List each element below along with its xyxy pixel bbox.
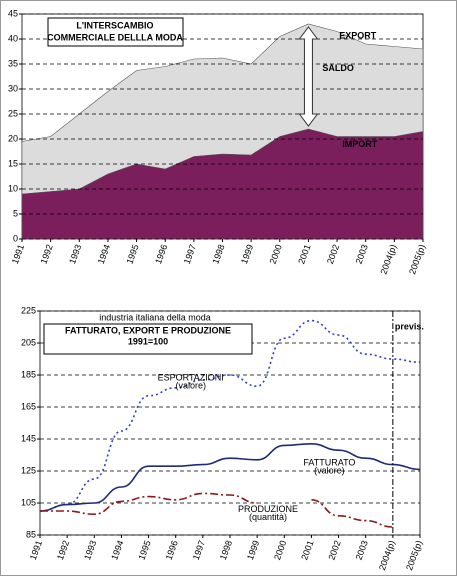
series-note: (quantità) bbox=[249, 512, 287, 522]
chart-title: industria italiana della moda bbox=[99, 312, 211, 322]
annotation: SALDO bbox=[322, 63, 354, 73]
series-label: IMPORT bbox=[342, 139, 378, 149]
y-tick-label: 125 bbox=[21, 465, 36, 475]
chart-title: L'INTERSCAMBIO bbox=[76, 20, 153, 30]
y-tick-label: 15 bbox=[8, 158, 18, 168]
series-note: (valore) bbox=[314, 465, 345, 475]
y-tick-label: 225 bbox=[21, 305, 36, 315]
line bbox=[39, 442, 421, 512]
chart-title: COMMERCIALE DELLLA MODA bbox=[47, 32, 183, 42]
y-tick-label: 10 bbox=[8, 183, 18, 193]
series-label: EXPORT bbox=[339, 30, 377, 40]
y-tick-label: 105 bbox=[21, 497, 36, 507]
y-tick-label: 25 bbox=[8, 108, 18, 118]
y-tick-label: 145 bbox=[21, 433, 36, 443]
y-tick-label: 185 bbox=[21, 369, 36, 379]
area bbox=[21, 128, 424, 240]
y-tick-label: 205 bbox=[21, 337, 36, 347]
y-tick-label: 30 bbox=[8, 83, 18, 93]
chart-title: 1991=100 bbox=[128, 336, 168, 346]
chart-title: FATTURATO, EXPORT E PRODUZIONE bbox=[65, 325, 231, 335]
saldo-arrow bbox=[298, 26, 319, 127]
series-label: ESPORTAZIONI bbox=[158, 373, 224, 383]
title-box bbox=[47, 17, 184, 47]
y-tick-label: 20 bbox=[8, 133, 18, 143]
y-tick-label: 45 bbox=[8, 8, 18, 18]
series-label: PRODUZIONE bbox=[238, 504, 298, 514]
y-tick-label: 85 bbox=[26, 529, 36, 539]
y-tick-label: 5 bbox=[13, 208, 18, 218]
y-tick-label: 35 bbox=[8, 58, 18, 68]
y-tick-label: 40 bbox=[8, 33, 18, 43]
y-tick-label: 165 bbox=[21, 401, 36, 411]
line bbox=[40, 492, 393, 528]
series-note: (valore) bbox=[175, 381, 206, 391]
title-box bbox=[43, 323, 253, 355]
forecast-label: previs. bbox=[395, 321, 424, 331]
y-tick-label: 0 bbox=[13, 233, 18, 243]
series-label: FATTURATO bbox=[303, 457, 355, 467]
